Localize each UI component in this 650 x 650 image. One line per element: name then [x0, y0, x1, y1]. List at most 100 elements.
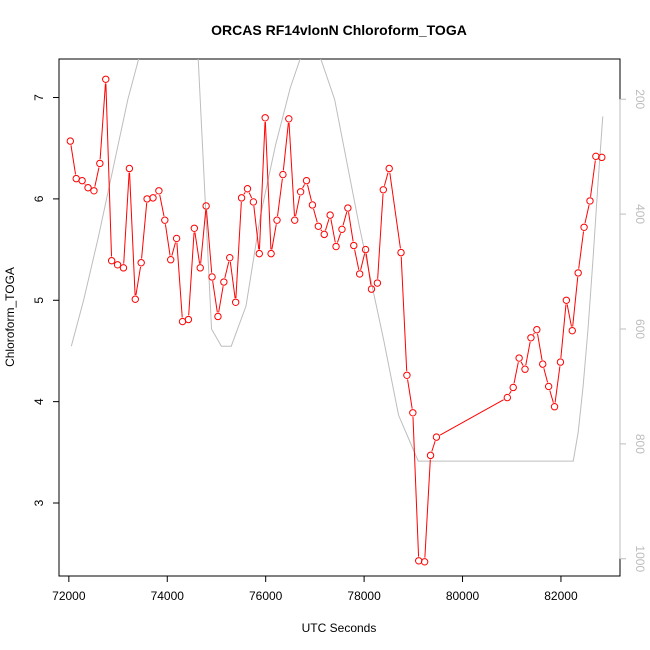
data-point: [521, 365, 529, 373]
data-point: [503, 393, 512, 402]
data-point: [202, 202, 210, 210]
data-point: [84, 184, 92, 192]
data-point: [90, 187, 98, 195]
data-point: [355, 270, 364, 278]
data-point: [102, 75, 110, 83]
data-point: [539, 360, 547, 368]
plot-series: [66, 59, 606, 566]
chart-title: ORCAS RF14vlonN Chloroform_TOGA: [211, 22, 467, 38]
data-point: [237, 194, 246, 202]
data-point: [243, 185, 252, 193]
series-segment: [377, 193, 384, 279]
data-point: [556, 358, 565, 366]
series-segment: [348, 212, 354, 242]
data-point: [172, 234, 181, 243]
series-segment: [431, 440, 436, 452]
data-point: [231, 298, 240, 306]
series-segment: [105, 83, 113, 257]
data-point: [373, 279, 382, 287]
data-point: [350, 241, 358, 250]
series-segment: [508, 390, 512, 395]
series-segment: [94, 167, 100, 187]
series-segment: [307, 184, 312, 202]
y-tick-label: 4: [32, 398, 46, 405]
data-point: [226, 253, 234, 262]
y2-axis-right: 200 400 600 800 1000: [619, 89, 647, 572]
data-point: [255, 249, 263, 258]
series-segment: [439, 399, 504, 436]
data-point: [143, 195, 151, 203]
series-segment: [566, 304, 572, 327]
data-point: [184, 315, 193, 324]
data-point: [302, 176, 311, 185]
data-point: [96, 159, 104, 168]
data-point: [208, 273, 216, 281]
series-segment: [264, 121, 272, 250]
series-segment: [248, 192, 253, 199]
series-segment: [389, 172, 401, 249]
series-segment: [424, 459, 431, 558]
data-point: [261, 114, 269, 122]
series-segment: [532, 332, 535, 335]
data-point: [273, 216, 281, 224]
series-segment: [572, 277, 579, 327]
y-tick-label: 5: [32, 297, 46, 304]
data-point: [409, 409, 417, 417]
series-segment: [520, 361, 524, 366]
data-point: [592, 152, 600, 161]
series-segment: [123, 172, 130, 264]
x-tick-label: 72000: [52, 589, 86, 603]
series-segment: [188, 232, 195, 316]
series-segment: [549, 390, 554, 403]
x-tick-label: 82000: [544, 589, 578, 603]
data-point: [367, 285, 376, 293]
series-segment: [400, 256, 408, 372]
data-point: [320, 230, 328, 239]
x-axis-label: UTC Seconds: [302, 621, 377, 635]
series-segment: [320, 229, 323, 232]
data-point: [344, 204, 352, 212]
data-point: [403, 371, 411, 379]
data-point: [379, 186, 387, 194]
series-segment: [383, 172, 389, 186]
series-segment: [313, 208, 318, 223]
data-point: [167, 256, 175, 264]
data-point: [131, 295, 139, 303]
data-point: [149, 194, 157, 202]
data-point: [586, 197, 594, 205]
series-segment: [513, 362, 519, 384]
data-point: [426, 451, 435, 460]
secondary-series-line: [70, 59, 604, 462]
data-point: [113, 261, 122, 269]
data-point: [279, 170, 287, 179]
data-point: [161, 216, 169, 224]
data-point: [249, 198, 258, 206]
data-point: [550, 403, 559, 411]
series-segment: [543, 368, 549, 383]
series-segment: [84, 183, 86, 185]
y-tick-label: 3: [32, 499, 46, 506]
data-point: [420, 558, 429, 566]
series-segment: [194, 232, 201, 264]
data-point: [598, 153, 606, 162]
series-segment: [336, 233, 342, 243]
series-segment: [295, 195, 301, 217]
data-point: [267, 249, 275, 258]
data-point: [515, 354, 523, 362]
data-point: [544, 382, 553, 391]
data-point: [78, 176, 86, 185]
series-segment: [159, 194, 165, 217]
data-point: [397, 248, 405, 257]
data-point: [332, 242, 340, 251]
series-segment: [288, 122, 295, 217]
series-segment: [99, 83, 106, 160]
series-segment: [407, 379, 413, 409]
y-axis-label: Chloroform_TOGA: [3, 267, 17, 367]
data-point: [119, 264, 128, 272]
series-segment: [324, 218, 330, 231]
series-segment: [155, 193, 157, 195]
data-point: [66, 137, 75, 145]
series-segment: [243, 192, 246, 195]
data-point: [314, 222, 323, 230]
